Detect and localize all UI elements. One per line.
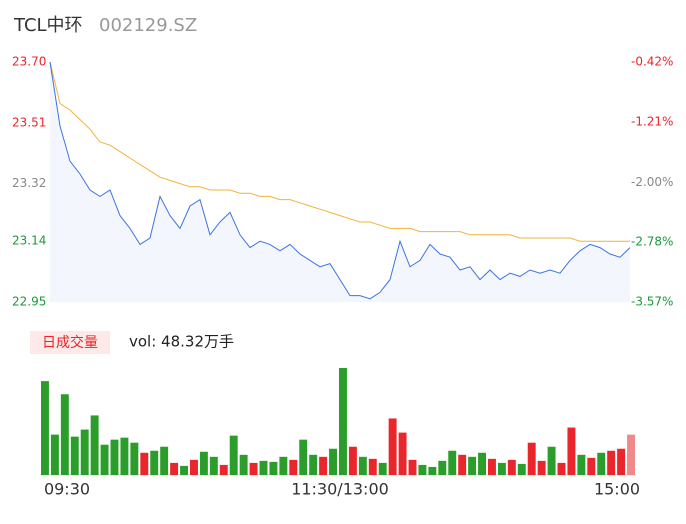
volume-bar — [547, 446, 556, 475]
volume-bar — [90, 415, 99, 475]
price-line — [49, 61, 631, 300]
volume-bar — [617, 448, 626, 475]
y-tick-label: 23.70 — [12, 55, 46, 69]
volume-bar — [567, 427, 576, 475]
volume-bar — [378, 462, 387, 475]
price-area — [50, 62, 630, 302]
volume-bar — [60, 394, 69, 475]
volume-bar — [170, 462, 179, 475]
volume-bar — [130, 442, 139, 475]
volume-bar — [488, 458, 496, 475]
y2-tick-label: -3.57% — [631, 295, 673, 309]
volume-summary: vol: 48.32万手 — [129, 333, 234, 351]
volume-bar — [120, 437, 129, 475]
volume-bar — [428, 466, 437, 475]
y2-tick-label: -2.00% — [631, 175, 673, 189]
volume-bar — [50, 434, 59, 475]
average-line — [49, 61, 630, 242]
volume-bar — [289, 459, 298, 475]
volume-bar — [507, 459, 516, 475]
volume-bar — [269, 461, 278, 475]
volume-bar — [468, 456, 477, 475]
volume-bar — [388, 418, 397, 475]
x-tick-label: 11:30/13:00 — [291, 480, 389, 499]
volume-bar — [418, 464, 427, 475]
volume-bar — [259, 460, 268, 475]
volume-bar — [329, 448, 337, 475]
volume-bar — [478, 452, 486, 475]
volume-bar — [209, 456, 218, 475]
y2-tick-label: -2.78% — [631, 234, 673, 248]
volume-bar — [358, 456, 367, 475]
volume-bar — [607, 450, 616, 475]
volume-bar — [527, 442, 536, 475]
volume-bar — [368, 458, 377, 475]
volume-bar — [517, 463, 526, 475]
volume-bar — [557, 462, 566, 475]
volume-bar — [537, 460, 546, 475]
y-tick-label: 23.51 — [12, 115, 46, 129]
x-tick-label: 09:30 — [44, 480, 90, 499]
y2-tick-label: -1.21% — [631, 115, 673, 129]
volume-bar — [458, 454, 467, 475]
volume-bar — [70, 436, 79, 475]
y-tick-label: 22.95 — [12, 295, 46, 309]
x-tick-label: 15:00 — [594, 480, 640, 499]
volume-bar — [448, 450, 457, 475]
volume-bar — [597, 452, 606, 475]
volume-bar — [219, 464, 228, 475]
volume-bar — [348, 446, 357, 475]
volume-bar — [249, 462, 258, 475]
volume-bar — [309, 454, 318, 475]
stock-code: 002129.SZ — [99, 15, 197, 36]
y-tick-label: 23.32 — [12, 176, 46, 190]
volume-bar — [587, 457, 596, 475]
volume-label-box — [30, 331, 110, 354]
volume-bar — [299, 439, 308, 475]
volume-bar — [398, 432, 407, 475]
stock-name: TCL中环 — [13, 15, 83, 36]
volume-bar — [627, 434, 635, 475]
volume-bar — [160, 446, 169, 475]
volume-bar — [150, 450, 159, 475]
volume-bar — [239, 454, 248, 475]
volume-bar — [229, 435, 238, 475]
volume-bar — [339, 368, 347, 475]
y2-tick-label: -0.42% — [631, 55, 673, 69]
volume-bar — [438, 460, 447, 475]
volume-bar — [180, 465, 188, 475]
volume-bar — [190, 459, 198, 475]
volume-bar — [110, 439, 119, 475]
volume-bar — [577, 454, 586, 475]
volume-bar — [199, 451, 208, 475]
volume-bar — [41, 381, 49, 475]
volume-bar — [497, 462, 506, 475]
volume-bar — [279, 456, 288, 475]
volume-bar — [80, 429, 89, 475]
volume-bar — [100, 444, 109, 475]
volume-bar — [408, 459, 417, 475]
y-tick-label: 23.14 — [12, 234, 46, 248]
volume-label: 日成交量 — [42, 334, 98, 351]
volume-bar — [140, 452, 149, 475]
volume-bar — [319, 456, 328, 475]
